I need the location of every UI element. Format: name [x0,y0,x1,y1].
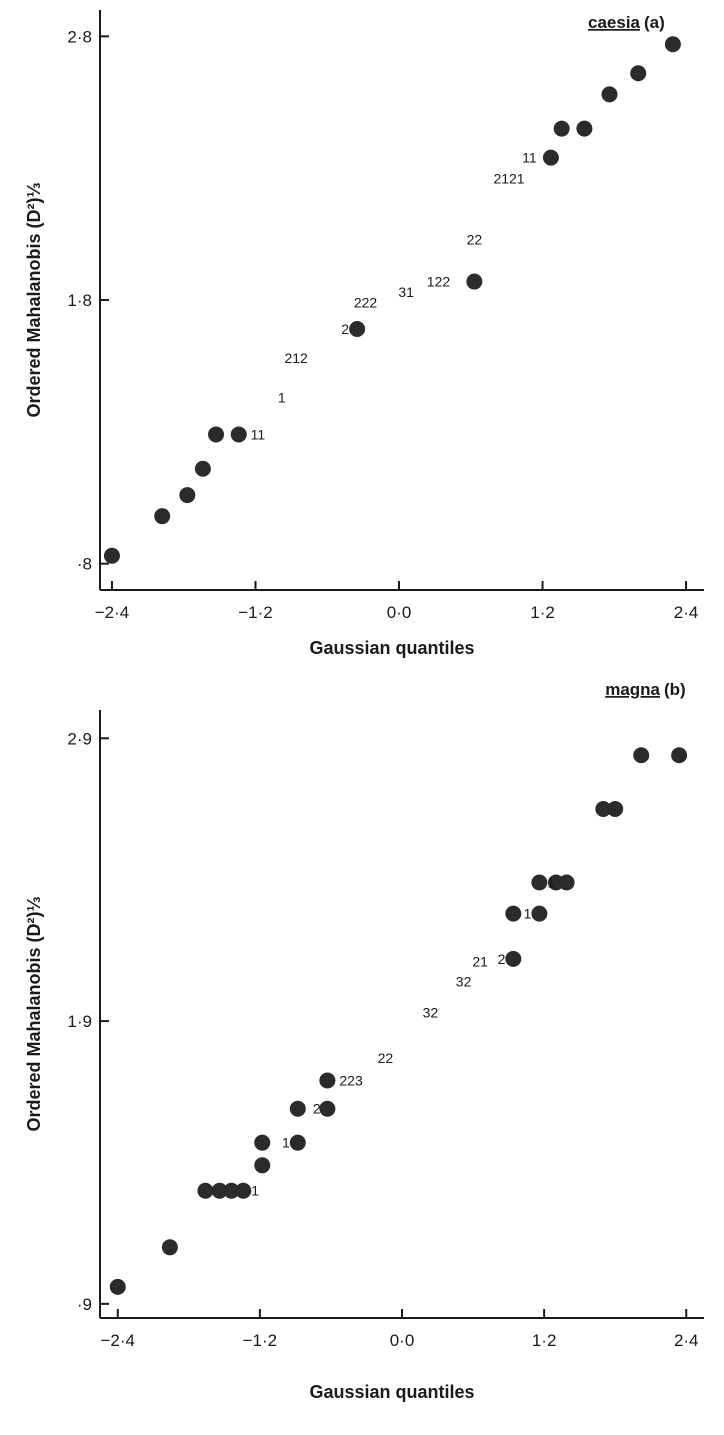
point-label: 1 [547,875,555,891]
x-tick-label: 0·0 [390,1331,415,1350]
data-point [179,487,196,504]
panel-tag: (b) [664,680,686,699]
point-label: 32 [423,1005,439,1021]
data-point [211,1182,228,1199]
chart-panel-b: −2·4 −1·2 0·0 1·2 2·4 ·9 1·9 2·9 Gaussian quanti… [24,680,704,1402]
point-label: 22 [467,231,483,247]
panel-title: caesia [588,13,641,32]
data-point [505,905,522,922]
x-tick-label: 0·0 [387,603,412,622]
data-point [531,874,548,891]
data-point [154,508,171,525]
data-point [558,874,575,891]
data-point [466,273,483,290]
data-point [664,36,681,53]
point-label: 22 [378,1050,394,1066]
data-point [197,1182,214,1199]
data-point [531,905,548,922]
point-label: 2 [341,321,349,337]
y-tick-label: 1·8 [67,291,92,310]
data-point [289,1100,306,1117]
point-label: 2121 [493,171,524,187]
point-label: 212 [284,350,308,366]
panel-tag: (a) [644,13,665,32]
x-axis-label: Gaussian quantiles [309,1382,474,1402]
x-tick-label: 2·4 [674,603,699,622]
x-tick-label: −1·2 [238,603,273,622]
data-point [319,1100,336,1117]
point-label: 1 [282,1135,290,1151]
y-tick-label: 2·8 [67,27,92,46]
x-tick-label: 1·2 [530,603,555,622]
point-label: 21 [472,954,488,970]
data-point [595,800,612,817]
y-tick-label: ·8 [77,555,92,574]
point-label: 32 [456,973,472,989]
point-label: 222 [354,295,378,311]
data-point [254,1134,271,1151]
data-point [254,1157,271,1174]
x-tick-label: −1·2 [243,1331,278,1350]
data-point [607,800,624,817]
point-label: 122 [427,274,451,290]
y-axis-label: Ordered Mahalanobis (D²)⅓ [24,896,44,1131]
chart-panel-a: −2·4 −1·2 0·0 1·2 2·4 ·8 1·8 2·8 Gaussian quanti… [24,10,704,658]
y-axis-label: Ordered Mahalanobis (D²)⅓ [24,182,44,417]
data-point [505,950,522,967]
data-point [349,321,366,337]
point-label: 31 [398,284,414,300]
point-label: 1 [524,906,532,922]
data-point [208,426,225,443]
point-label: 1 [251,1183,259,1199]
point-label: 1 [278,390,286,406]
point-label: 2 [313,1101,321,1117]
data-point [601,86,618,103]
point-label: 223 [339,1072,363,1088]
data-point [161,1239,178,1256]
data-point [319,1072,336,1089]
y-tick-label: ·9 [77,1295,92,1314]
data-point [194,460,211,477]
data-point [235,1182,252,1199]
point-label: 11 [522,150,537,166]
data-point [576,120,593,137]
x-tick-label: −2·4 [101,1331,136,1350]
data-point [103,547,120,564]
x-axis-label: Gaussian quantiles [309,638,474,658]
data-point [671,747,688,764]
x-tick-label: 2·4 [674,1331,699,1350]
data-point [633,747,650,764]
data-point [230,426,247,443]
data-point [553,120,570,137]
data-point [223,1182,240,1199]
x-tick-label: −2·4 [95,603,130,622]
data-point [630,65,647,82]
point-label: 2 [498,951,506,967]
point-label: 11 [251,426,266,442]
data-point [542,149,559,166]
panel-title: magna [605,680,660,699]
x-tick-label: 1·2 [532,1331,557,1350]
data-point [289,1134,306,1151]
y-tick-label: 2·9 [67,729,92,748]
y-tick-label: 1·9 [67,1012,92,1031]
data-point [109,1278,126,1295]
